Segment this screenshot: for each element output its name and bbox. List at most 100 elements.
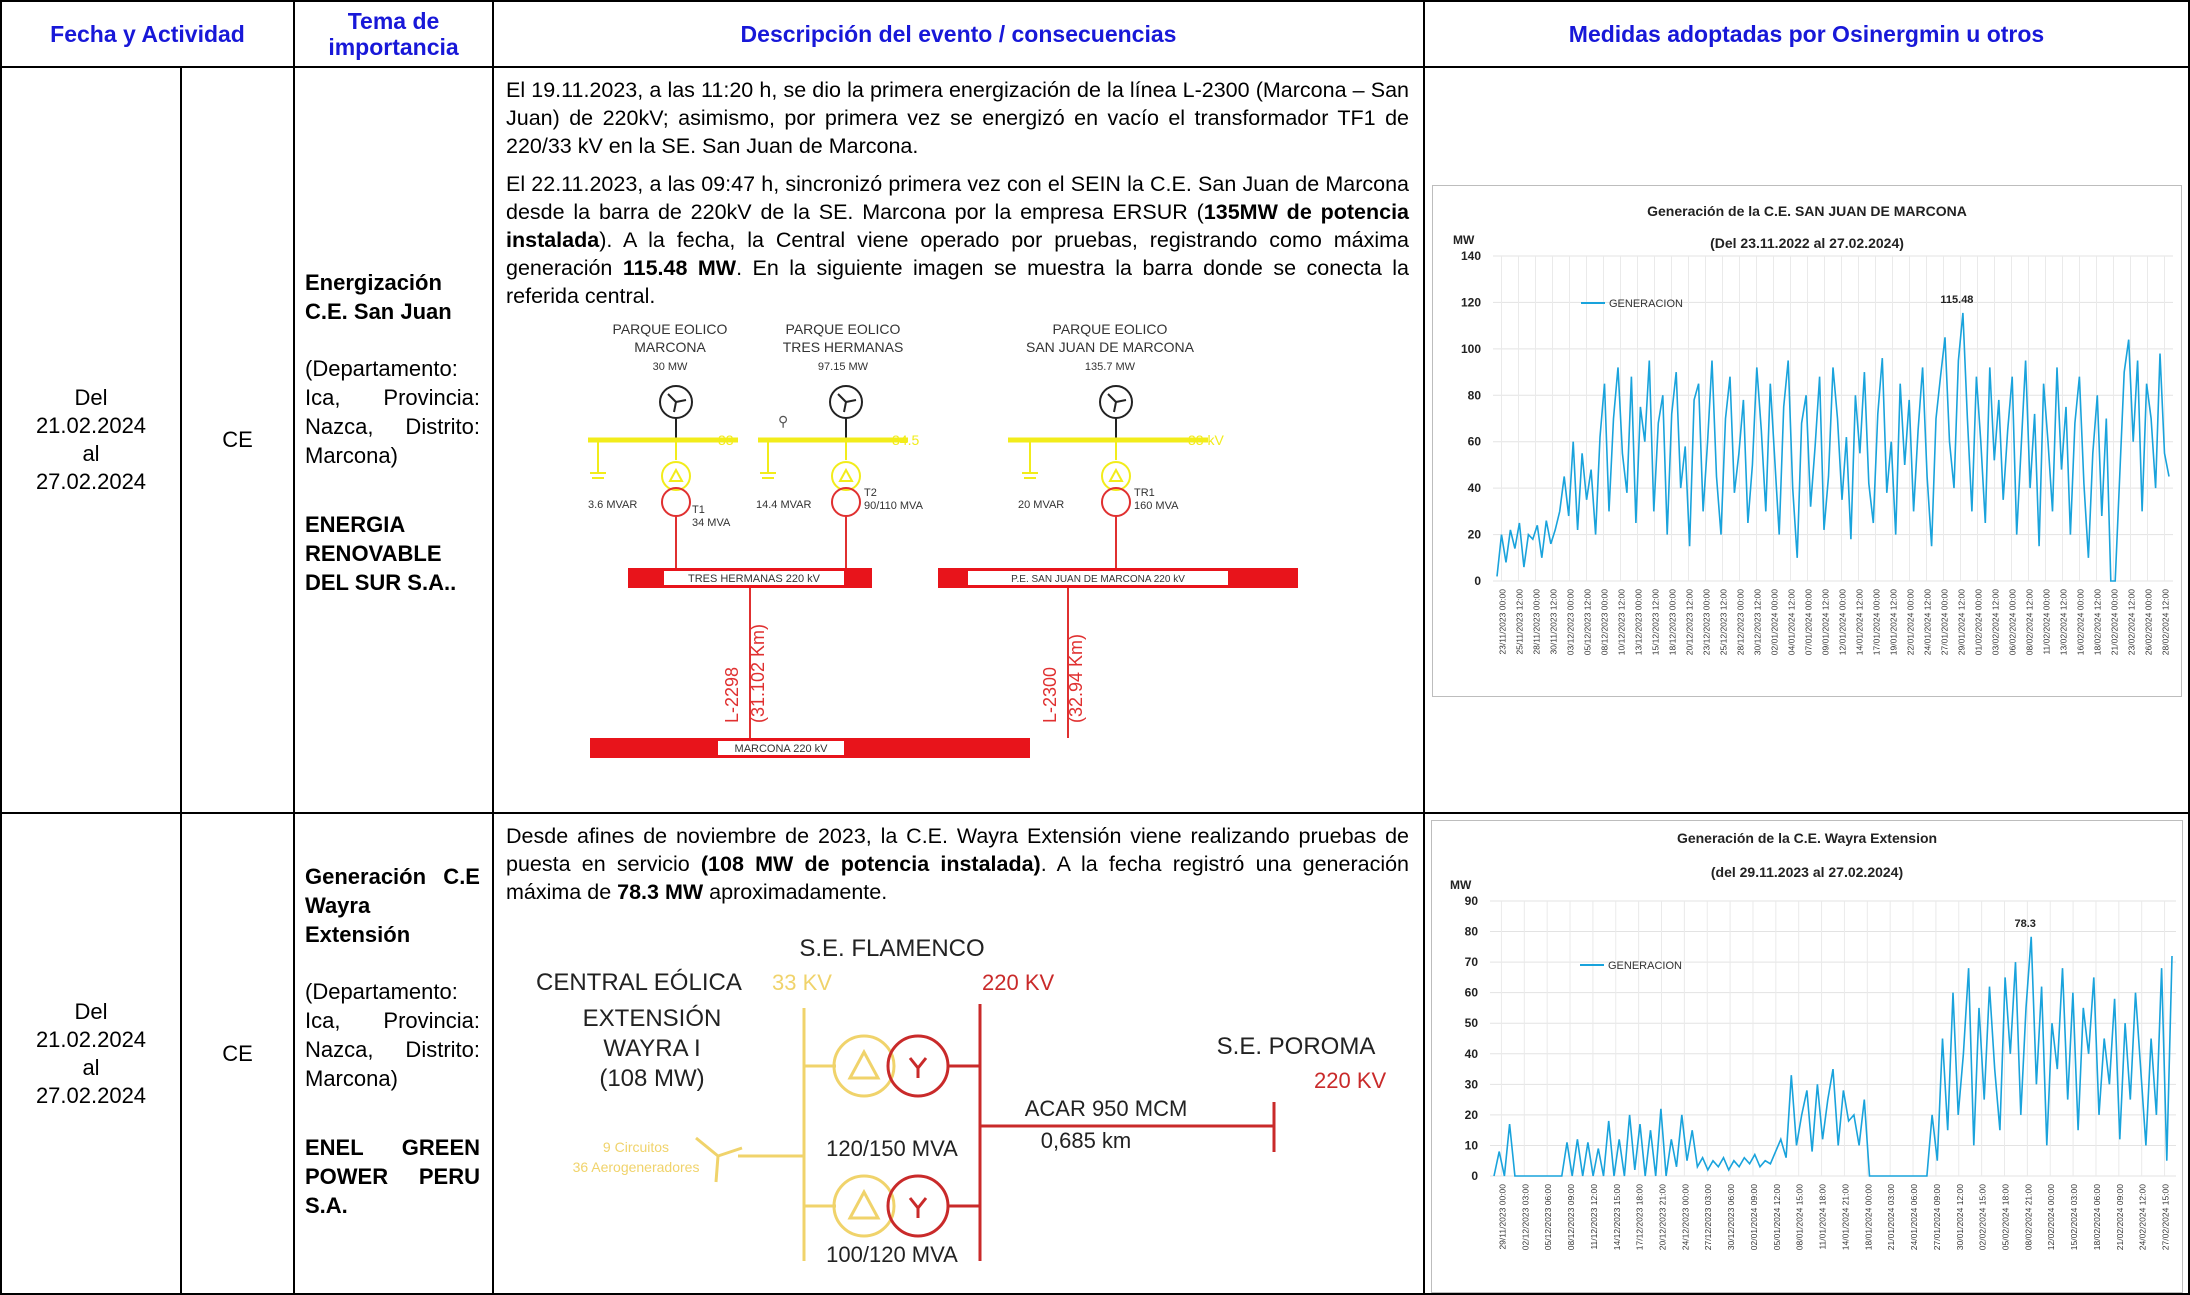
central-label-4: (108 MW) (599, 1065, 704, 1092)
t1-name: T1 (692, 504, 705, 516)
x-tick-label: 07/01/2024 00:00 (1804, 589, 1814, 655)
transformer-icon (832, 1034, 896, 1098)
x-tick-label: 08/12/2023 09:00 (1566, 1184, 1576, 1250)
desc-text: . A la fecha registró una generación máx… (506, 852, 1410, 904)
x-tick-label: 20/12/2023 12:00 (1685, 589, 1695, 655)
cap3-label: 20 MVAR (1018, 499, 1064, 511)
x-tick-label: 08/01/2024 15:00 (1795, 1184, 1805, 1250)
central-label-2: EXTENSIÓN (583, 1005, 722, 1032)
park3-label: PARQUE EOLICO (1053, 321, 1168, 337)
x-tick-label: 18/12/2023 00:00 (1668, 589, 1678, 655)
chart-wayra: Generación de la C.E. Wayra Extension (de… (1431, 820, 2183, 1293)
date-cell: Del 21.02.2024 al 27.02.2024 (0, 812, 182, 1295)
desc-text: , sincronizó primera vez con el SEIN la … (506, 172, 1409, 224)
x-tick-label: 08/12/2023 00:00 (1600, 589, 1610, 655)
chart-san-juan: Generación de la C.E. SAN JUAN DE MARCON… (1432, 185, 2182, 697)
circuits-label: 9 Circuitos (603, 1139, 669, 1155)
desc-text: El 22.11.2023, (506, 172, 650, 196)
bus3-kv: 33 kV (1188, 432, 1224, 448)
x-tick-label: 06/02/2024 00:00 (2008, 589, 2018, 655)
x-tick-label: 18/02/2024 06:00 (2092, 1184, 2102, 1250)
park1-label: PARQUE EOLICO (613, 321, 728, 337)
chart-cell: Generación de la C.E. Wayra Extension (de… (1423, 812, 2190, 1295)
x-tick-label: 02/01/2024 00:00 (1770, 589, 1780, 655)
x-tick-label: 30/01/2024 12:00 (1955, 1184, 1965, 1250)
legend-label: GENERACION (1609, 298, 1683, 310)
series-line-generacion (1496, 312, 2170, 582)
cap1-label: 3.6 MVAR (588, 499, 637, 511)
y-tick-label: 30 (1465, 1077, 1479, 1091)
y-tick-label: 0 (1471, 1169, 1478, 1183)
bar-tres-hermanas-label: TRES HERMANAS 220 kV (688, 573, 821, 585)
x-tick-label: 28/11/2023 00:00 (1532, 589, 1542, 655)
x-tick-label: 25/11/2023 12:00 (1515, 589, 1525, 655)
date-cell: Del 21.02.2024 al 27.02.2024 (0, 66, 182, 814)
topic-cell: Energización C.E. San Juan (Departamento… (293, 66, 494, 814)
x-tick-label: 18/01/2024 00:00 (1863, 1184, 1873, 1250)
x-tick-label: 12/01/2024 00:00 (1838, 589, 1848, 655)
x-tick-label: 21/01/2024 03:00 (1886, 1184, 1896, 1250)
table-row: Del 21.02.2024 al 27.02.2024 CE Generaci… (0, 812, 2190, 1295)
x-tick-label: 16/02/2024 00:00 (2076, 589, 2086, 655)
x-tick-label: 11/12/2023 12:00 (1589, 1184, 1599, 1250)
desc-bold: (108 MW de potencia instalada) (700, 852, 1041, 876)
kv33-label: 33 KV (772, 970, 832, 995)
y-tick-label: 20 (1468, 528, 1482, 542)
x-tick-label: 14/12/2023 15:00 (1612, 1184, 1622, 1250)
y-axis-label: MW (1450, 878, 1472, 892)
topic-location: (Departamento: Ica, Provincia: Nazca, Di… (305, 356, 480, 468)
t2-name: T2 (864, 487, 877, 499)
x-tick-label: 05/01/2024 12:00 (1772, 1184, 1782, 1250)
cap2-label: 14.4 MVAR (756, 499, 811, 511)
date-end: 27.02.2024 (35, 1082, 147, 1108)
x-tick-label: 23/02/2024 12:00 (2127, 589, 2137, 655)
x-tick-label: 01/02/2024 00:00 (1974, 589, 1984, 655)
park2-mw: 97.15 MW (818, 361, 869, 373)
park1-mw: 30 MW (653, 361, 688, 373)
x-tick-label: 08/02/2024 12:00 (2025, 589, 2035, 655)
date-start: 21.02.2024 (35, 1026, 147, 1052)
x-tick-label: 27/02/2024 15:00 (2161, 1184, 2171, 1250)
header-tema-line2: importancia (328, 34, 459, 60)
y-tick-label: 50 (1465, 1016, 1479, 1030)
y-tick-label: 120 (1461, 295, 1481, 309)
x-tick-label: 05/12/2023 06:00 (1543, 1184, 1553, 1250)
x-tick-label: 21/02/2024 09:00 (2115, 1184, 2125, 1250)
x-tick-label: 11/01/2024 18:00 (1818, 1184, 1828, 1250)
x-tick-label: 15/02/2024 03:00 (2069, 1184, 2079, 1250)
chart-title: Generación de la C.E. Wayra Extension (1677, 830, 1937, 846)
desc-paragraph-2: El 22.11.2023, a las 09:47 h, sincronizó… (506, 170, 1409, 310)
topic-location: (Departamento: Ica, Provincia: Nazca, Di… (305, 979, 480, 1091)
x-tick-label: 23/12/2023 00:00 (1702, 589, 1712, 655)
x-tick-label: 11/02/2024 00:00 (2042, 589, 2052, 655)
x-tick-label: 09/01/2024 12:00 (1821, 589, 1831, 655)
bar-marcona-label: MARCONA 220 kV (735, 743, 829, 755)
x-tick-label: 05/12/2023 12:00 (1583, 589, 1593, 655)
x-tick-label: 28/02/2024 12:00 (2161, 589, 2171, 655)
x-tick-label: 02/01/2024 09:00 (1749, 1184, 1759, 1250)
x-tick-label: 23/11/2023 00:00 (1498, 589, 1508, 655)
table-row: Del 21.02.2024 al 27.02.2024 CE Energiza… (0, 66, 2190, 814)
transformer-icon (661, 461, 691, 491)
single-line-diagram-wayra: CENTRAL EÓLICA EXTENSIÓN WAYRA I (108 MW… (536, 935, 1386, 1266)
x-tick-label: 24/02/2024 12:00 (2138, 1184, 2148, 1250)
magnifier-icon: ⚲ (778, 413, 788, 429)
desc-text: El 19.11.2023, (506, 78, 650, 102)
x-tick-label: 03/02/2024 12:00 (1991, 589, 2001, 655)
desc-text: . En la siguiente imagen se muestra la b… (506, 256, 1409, 308)
t1-mva: 34 MVA (692, 517, 731, 529)
single-line-diagram-marcona: PARQUE EOLICO MARCONA 30 MW PARQUE EOLIC… (588, 321, 1298, 758)
x-tick-label: 13/12/2023 00:00 (1634, 589, 1644, 655)
y-tick-label: 20 (1465, 1108, 1479, 1122)
x-tick-label: 21/02/2024 00:00 (2110, 589, 2120, 655)
park2-label: PARQUE EOLICO (786, 321, 901, 337)
desc-bold: 78.3 MW (617, 880, 704, 904)
x-tick-label: 24/12/2023 00:00 (1680, 1184, 1690, 1250)
x-tick-label: 29/01/2024 12:00 (1957, 589, 1967, 655)
x-tick-label: 08/02/2024 21:00 (2023, 1184, 2033, 1250)
se-flamenco-label: S.E. FLAMENCO (799, 935, 984, 962)
date-to-label: al (82, 441, 100, 466)
x-tick-label: 22/01/2024 00:00 (1906, 589, 1916, 655)
bus1-kv: 33 (718, 432, 734, 448)
activity-type: CE (180, 812, 295, 1295)
